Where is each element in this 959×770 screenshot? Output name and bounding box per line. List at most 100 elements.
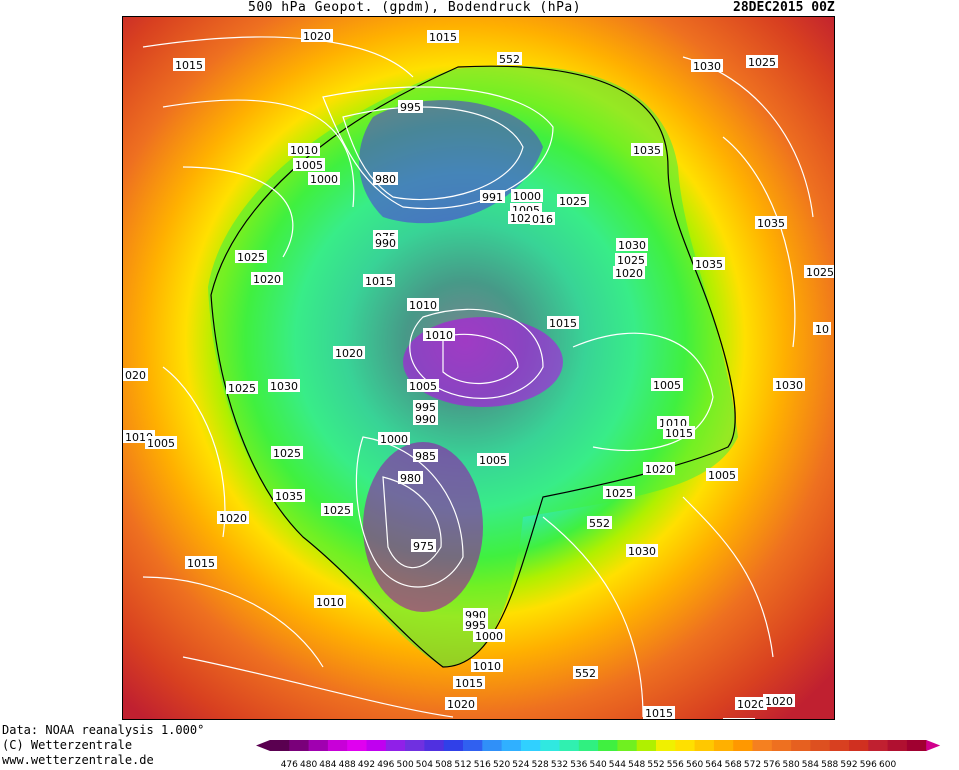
legend-tick-label: 536 [570,760,587,770]
pressure-label-bg [755,216,787,229]
pressure-label: 1025 [273,447,301,460]
contour-552 [210,65,736,668]
pressure-label-bg [773,378,805,391]
legend-tick-label: 568 [725,760,742,770]
pressure-label-bg [407,298,439,311]
legend-swatch [482,740,503,751]
pressure-label-bg [413,400,438,413]
pressure-label: 1015 [549,317,577,330]
legend-swatch [520,740,541,751]
pressure-label-bg [293,158,325,171]
legend-tick-label: 476 [281,760,298,770]
legend-tick-label: 556 [667,760,684,770]
pressure-label: 991 [482,191,503,204]
legend-tick-label: 584 [802,760,819,770]
pressure-label: 1015 [187,557,215,570]
legend-tick-label: 572 [744,760,761,770]
pressure-label: 1010 [316,596,344,609]
pressure-label: 1015 [365,275,393,288]
pressure-label: 020 [125,369,146,382]
legend-tick-label: 528 [532,760,549,770]
map-title: 500 hPa Geopot. (gpdm), Bodendruck (hPa) [248,0,582,15]
pressure-label-bg [643,706,675,719]
pressure-label-bg [587,516,612,529]
legend-swatch [771,740,792,751]
weather-map: 1020 1015 1015 552 1030 1025 995 1010 1005 1000 98… [122,16,835,720]
pressure-label-bg [427,30,459,43]
pressure-label: 990 [415,413,436,426]
pressure-label: 1020 [447,698,475,711]
legend-swatch [405,740,425,751]
pressure-label-bg [445,697,477,710]
legend-tick-label: 588 [821,760,838,770]
pressure-label-bg [235,250,267,263]
pressure-label-bg [813,322,831,335]
pressure-label: 1030 [618,239,646,252]
pressure-label-bg [463,618,488,631]
pressure-label-bg [251,272,283,285]
pressure-label: 1035 [275,490,303,503]
pressure-label-bg [308,172,340,185]
pressure-label: 995 [400,101,421,114]
legend-tick-label: 512 [454,760,471,770]
legend-swatch [366,740,387,751]
legend-swatch [270,740,290,751]
pressure-label-bg [373,236,398,249]
legend-swatch [694,740,715,751]
legend-swatch [849,740,869,751]
legend-swatch [887,740,908,751]
legend-swatch [385,740,406,751]
pressure-label: 1025 [559,195,587,208]
pressure-label-bg [378,432,410,445]
legend-tick-label: 540 [590,760,607,770]
pressure-label-bg [746,55,778,68]
pressure-label: 1010 [409,299,437,312]
legend-tick-label: 480 [300,760,317,770]
pressure-label: 1020 [615,267,643,280]
pressure-label: 1025 [725,719,753,720]
pressure-label: 1025 [605,487,633,500]
pressure-label: 1020 [253,273,281,286]
legend-tick-label: 560 [686,760,703,770]
pressure-label-bg [693,257,725,270]
pressure-label: 990 [375,237,396,250]
pressure-label: 1020 [645,463,673,476]
pressure-label-bg [268,379,300,392]
pressure-label-bg [173,58,205,71]
legend-swatch [810,740,831,751]
pressure-label-bg [804,265,834,278]
pressure-label-bg [615,253,647,266]
pressure-label-bg [407,379,439,392]
pressure-label-bg [217,511,249,524]
map-date: 28DEC2015 00Z [733,0,835,15]
legend-tick-label: 524 [512,760,529,770]
pressure-label: 1005 [409,380,437,393]
credit-data: Data: NOAA reanalysis 1.000° [2,723,205,737]
pressure-label-bg [145,436,177,449]
pressure-label: 1020 [765,695,793,708]
legend-swatch [443,740,464,751]
legend-tick-label: 484 [319,760,336,770]
pressure-label-bg [301,29,333,42]
pressure-label: 1025 [617,254,645,267]
pressure-label: 1030 [775,379,803,392]
pressure-label-bg [573,666,598,679]
pressure-label: 1020 [737,698,765,711]
pressure-label-bg [321,503,353,516]
pressure-label: 1005 [708,469,736,482]
pressure-label: 1035 [757,217,785,230]
pressure-label: 1015 [645,707,673,720]
pressure-label-bg [643,462,675,475]
legend-swatch [868,740,889,751]
legend-tick-label: 520 [493,760,510,770]
pressure-label-bg [463,608,488,621]
legend-tick-label: 552 [647,760,664,770]
legend-swatch [578,740,599,751]
pressure-label: 1000 [513,190,541,203]
pressure-label-bg [413,449,438,462]
pressure-label-bg [413,412,438,425]
pressure-label-bg [333,346,365,359]
pressure-label: 1020 [219,512,247,525]
